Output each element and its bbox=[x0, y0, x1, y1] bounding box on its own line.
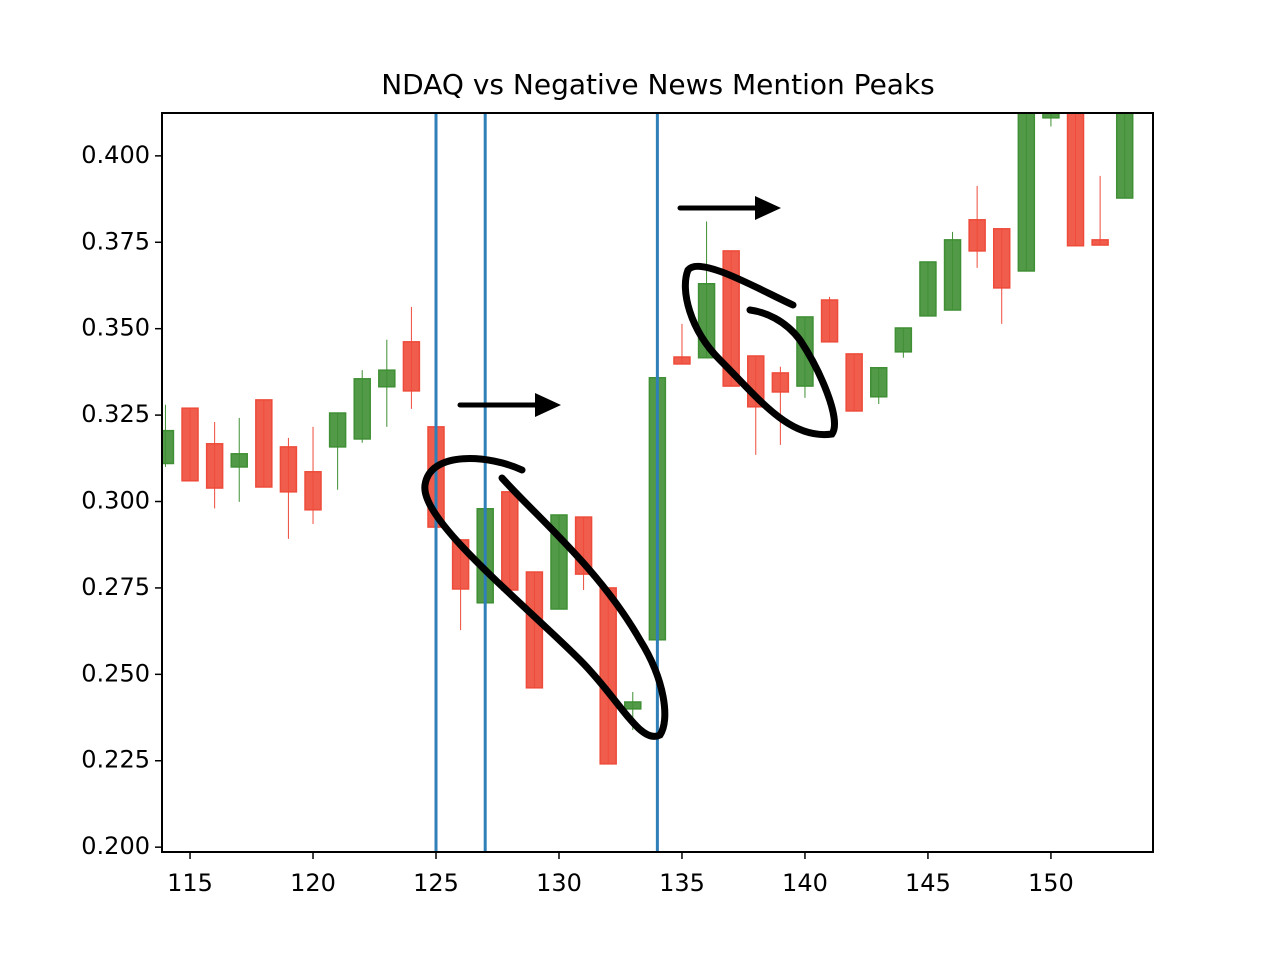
candle-body bbox=[673, 356, 691, 365]
candle-body bbox=[722, 250, 740, 387]
candle-body bbox=[501, 491, 519, 591]
candle-body bbox=[845, 353, 863, 412]
hand-loop bbox=[681, 262, 838, 439]
candle-body bbox=[230, 453, 248, 468]
candle-body bbox=[968, 219, 986, 252]
x-tick-label: 115 bbox=[167, 869, 213, 897]
candle-body bbox=[181, 407, 199, 482]
y-tick-label: 0.225 bbox=[81, 746, 150, 774]
candle-body bbox=[624, 701, 642, 710]
candle-body bbox=[1042, 113, 1060, 119]
chart-title: NDAQ vs Negative News Mention Peaks bbox=[381, 68, 935, 101]
x-tick-label: 150 bbox=[1028, 869, 1074, 897]
x-tick-label: 120 bbox=[290, 869, 336, 897]
axes-frame bbox=[161, 112, 1154, 853]
y-tick-label: 0.250 bbox=[81, 659, 150, 687]
x-tick-label: 130 bbox=[536, 869, 582, 897]
y-tick-label: 0.325 bbox=[81, 400, 150, 428]
candle-body bbox=[378, 369, 396, 388]
arrow-head bbox=[535, 393, 561, 417]
candle-body bbox=[525, 571, 544, 689]
arrow-head bbox=[755, 196, 781, 220]
y-tick-label: 0.300 bbox=[81, 487, 150, 515]
candle-body bbox=[353, 378, 371, 440]
candle-body bbox=[943, 239, 962, 311]
candle-body bbox=[919, 261, 937, 317]
x-tick-label: 140 bbox=[782, 869, 828, 897]
candle-body bbox=[279, 446, 298, 493]
candle-body bbox=[870, 366, 888, 398]
candle-body bbox=[328, 412, 347, 448]
candle-body bbox=[894, 327, 913, 353]
candle-body bbox=[1091, 239, 1109, 246]
candle-body bbox=[402, 341, 421, 392]
candle-body bbox=[1017, 113, 1036, 272]
y-tick-label: 0.200 bbox=[81, 832, 150, 860]
candle-body bbox=[1066, 113, 1085, 247]
candle-body bbox=[992, 228, 1011, 289]
x-tick-label: 135 bbox=[659, 869, 705, 897]
candle-body bbox=[820, 299, 839, 343]
candle-body bbox=[1115, 113, 1134, 199]
candle-body bbox=[255, 399, 273, 488]
candle-body bbox=[304, 471, 322, 511]
x-tick-label: 125 bbox=[413, 869, 459, 897]
y-tick-label: 0.400 bbox=[81, 141, 150, 169]
x-tick-label: 145 bbox=[905, 869, 951, 897]
candle-body bbox=[771, 372, 790, 393]
hand-loop bbox=[421, 455, 669, 740]
y-tick-label: 0.275 bbox=[81, 573, 150, 601]
annotations bbox=[421, 205, 838, 740]
y-tick-label: 0.350 bbox=[81, 314, 150, 342]
y-tick-label: 0.375 bbox=[81, 227, 150, 255]
candle-body bbox=[599, 587, 617, 765]
plot-area bbox=[162, 113, 1134, 852]
candle-body bbox=[162, 429, 175, 465]
candle-body bbox=[205, 443, 224, 489]
